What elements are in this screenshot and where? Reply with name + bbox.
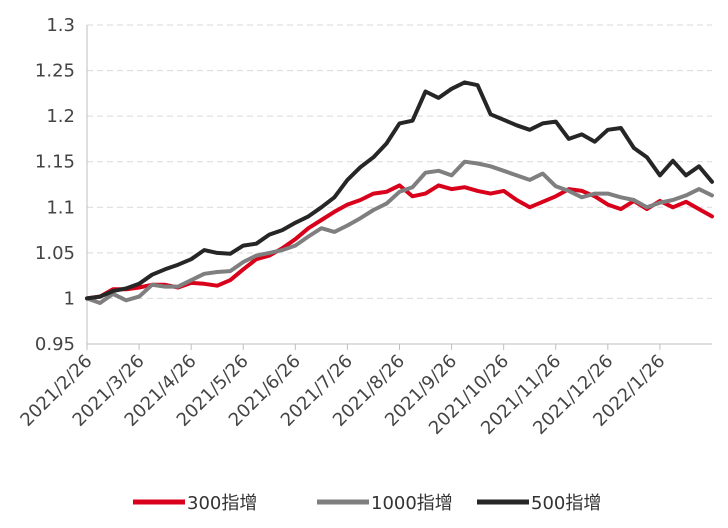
x-tick-labels: 2021/2/262021/3/262021/4/262021/5/262021… <box>16 344 669 439</box>
legend: 300指增 1000指增 500指增 <box>133 493 601 514</box>
legend-label: 1000指增 <box>371 493 453 514</box>
series-layer <box>85 80 714 305</box>
y-tick-label: 1.15 <box>35 152 75 173</box>
y-tick-label: 1.05 <box>35 243 75 264</box>
series-line-2 <box>85 159 714 305</box>
series-line-3 <box>85 80 714 301</box>
legend-label: 500指增 <box>531 493 601 514</box>
y-tick-label: 1.25 <box>35 61 75 82</box>
y-tick-labels: 0.95 1 1.05 1.1 1.15 1.2 1.25 1.3 <box>35 15 75 355</box>
legend-label: 300指增 <box>187 493 257 514</box>
y-tick-label: 0.95 <box>35 334 75 355</box>
y-tick-label: 1.2 <box>46 106 75 127</box>
y-tick-label: 1.1 <box>46 197 75 218</box>
grid-layer <box>87 24 712 299</box>
y-tick-label: 1 <box>64 288 75 309</box>
y-tick-label: 1.3 <box>46 15 75 36</box>
series-line-1 <box>85 183 714 301</box>
